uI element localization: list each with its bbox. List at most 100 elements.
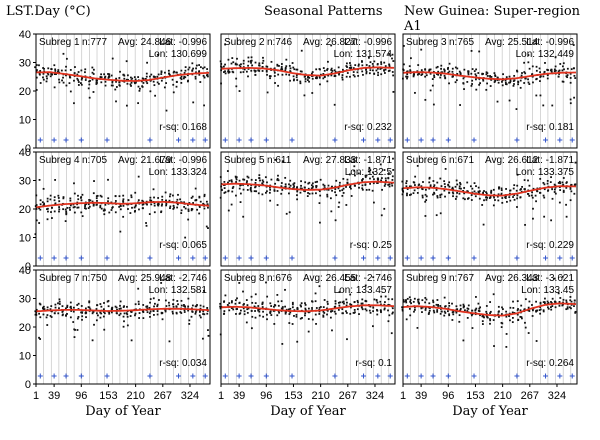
panel-2-marker	[222, 137, 228, 143]
panel-8-point	[390, 332, 393, 335]
panel-6-point	[416, 164, 419, 167]
panel-8-point	[235, 313, 237, 315]
panel-6-point	[477, 191, 480, 194]
panel-1-point	[183, 72, 186, 74]
panel-2-marker	[361, 137, 367, 143]
panel-3-marker	[557, 137, 563, 143]
panel-5-marker	[289, 255, 295, 261]
panel-7-point	[42, 306, 44, 309]
panel-1-point	[126, 82, 129, 85]
panel-1-point	[42, 76, 44, 79]
panel-5-point	[388, 185, 391, 188]
panel-8-point	[350, 303, 353, 306]
panel-4-point	[49, 194, 52, 197]
panel-6-point	[498, 186, 501, 189]
panel-9-point	[562, 303, 564, 306]
panel-2-point	[322, 77, 325, 80]
panel-5-point	[311, 182, 314, 185]
panel-9-point	[544, 297, 546, 300]
panel-4-point	[141, 199, 144, 202]
panel-1-point	[95, 83, 98, 85]
panel-9-point	[542, 310, 545, 313]
panel-5-point	[388, 183, 391, 186]
panel-7-point	[107, 305, 110, 308]
panel-1-point	[202, 67, 204, 70]
panel-5-point	[322, 183, 325, 186]
panel-4-point	[81, 215, 84, 218]
panel-5-point	[331, 189, 333, 192]
panel-6-avg: Avg: 26.612	[485, 155, 539, 166]
panel-9-point	[435, 303, 438, 306]
panel-9-point	[482, 315, 485, 318]
panel-3-point	[572, 67, 575, 70]
panel-8-point	[387, 303, 390, 306]
panel-6-point	[482, 223, 485, 226]
panel-3-point	[535, 65, 538, 68]
panel-4-point	[195, 199, 198, 202]
panel-9-point	[493, 345, 495, 347]
panel-2-point	[352, 74, 355, 77]
panel-6-point	[565, 181, 568, 184]
panel-6-point	[444, 195, 446, 198]
panel-3-point	[493, 72, 496, 75]
panel-8-point	[345, 298, 348, 301]
panel-2-point	[346, 72, 349, 74]
panel-4-point	[168, 195, 171, 198]
panel-1-label: Subreg 1	[39, 37, 80, 48]
panel-7-point	[57, 302, 59, 305]
panel-5-point	[326, 195, 329, 198]
panel-5-point	[369, 182, 371, 185]
panel-2-point	[250, 69, 253, 72]
panel-9-point	[536, 309, 539, 312]
panel-1-point	[160, 70, 163, 73]
panel-5-point	[341, 194, 344, 197]
panel-9-point	[497, 313, 500, 316]
panel-9-point	[478, 307, 481, 310]
panel-9-point	[417, 300, 420, 303]
panel-1-lat: Lat: -0.996	[159, 37, 207, 48]
panel-2-point	[333, 75, 336, 78]
panel-9-point	[464, 309, 466, 312]
panel-6-point	[409, 185, 412, 188]
panel-8-point	[243, 313, 246, 316]
panel-6-point	[405, 180, 408, 182]
panel-6-point	[565, 215, 568, 218]
panel-7-point	[108, 311, 111, 314]
panel-1-point	[168, 73, 171, 76]
panel-4-point	[160, 204, 163, 207]
panel-1-point	[69, 69, 72, 71]
panel-7-point	[164, 310, 167, 313]
panel-4-point	[88, 199, 91, 201]
panel-7-point	[111, 307, 113, 310]
panel-3-point	[433, 76, 436, 79]
panel-6-point	[569, 199, 572, 202]
panel-8-point	[296, 308, 299, 310]
panel-2-point	[269, 75, 272, 78]
panel-5-point	[281, 160, 284, 163]
panel-4-points	[34, 175, 209, 239]
panel-3-point	[443, 74, 446, 77]
panel-2-point	[270, 60, 273, 63]
panel-4-point	[205, 225, 208, 228]
panel-3-lat: Lat: -0.996	[526, 37, 574, 48]
panel-1-point	[149, 90, 152, 93]
panel-3-point	[458, 70, 461, 73]
panel-8-point	[246, 311, 249, 314]
panel-2-point	[273, 69, 276, 72]
panel-8-point	[376, 313, 379, 316]
panel-1-point	[195, 67, 197, 70]
panel-7-lon: Lon: 132.581	[149, 285, 208, 296]
panel-4-marker	[37, 255, 43, 261]
panel-2-point	[338, 73, 340, 76]
panel-8-point	[315, 322, 317, 325]
panel-1-point	[198, 71, 200, 73]
panel-5-point	[362, 178, 364, 180]
panel-2-point	[345, 65, 348, 67]
panel-4-point	[149, 199, 152, 202]
panel-6-point	[553, 188, 556, 191]
panel-8-point	[242, 290, 244, 293]
panel-3-point	[406, 70, 408, 73]
panel-8-marker	[236, 373, 242, 379]
panel-8-point	[243, 310, 246, 313]
panel-5-marker	[361, 255, 367, 261]
